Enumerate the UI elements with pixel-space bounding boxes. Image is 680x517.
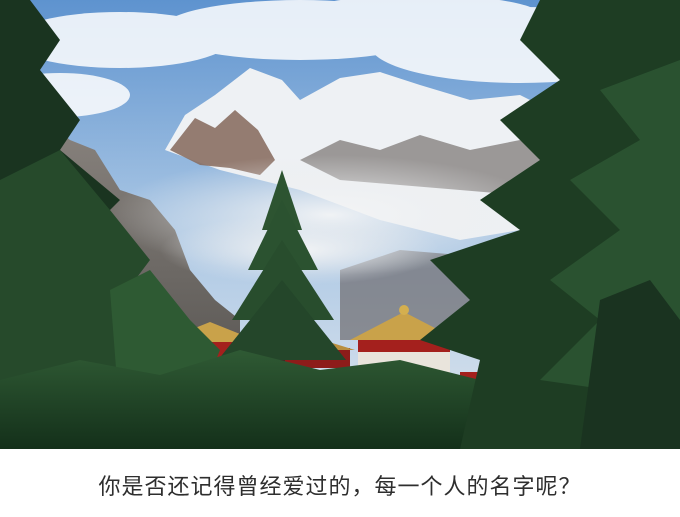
caption-text: 你是否还记得曾经爱过的，每一个人的名字呢？ bbox=[98, 475, 582, 500]
central-pine bbox=[218, 170, 346, 400]
landscape-photo bbox=[0, 0, 680, 449]
mountain-rock-face bbox=[170, 110, 275, 175]
caption-bar: 你是否还记得曾经爱过的，每一个人的名字呢？ bbox=[0, 449, 680, 517]
forest-right bbox=[420, 0, 680, 449]
